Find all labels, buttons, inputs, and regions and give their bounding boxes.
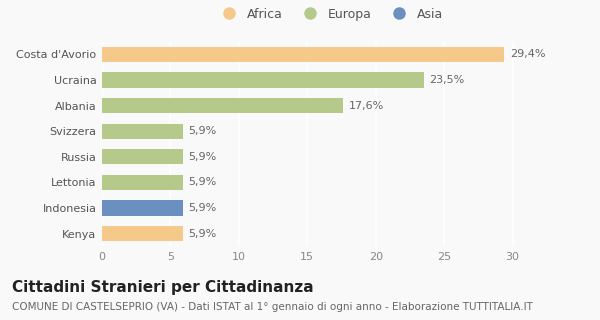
Bar bbox=[102, 226, 183, 241]
Text: 5,9%: 5,9% bbox=[188, 126, 217, 136]
Text: 23,5%: 23,5% bbox=[429, 75, 464, 85]
Bar bbox=[102, 149, 183, 164]
Legend: Africa, Europa, Asia: Africa, Europa, Asia bbox=[212, 3, 448, 26]
Text: 5,9%: 5,9% bbox=[188, 228, 217, 239]
Text: Cittadini Stranieri per Cittadinanza: Cittadini Stranieri per Cittadinanza bbox=[12, 280, 314, 295]
Text: 5,9%: 5,9% bbox=[188, 152, 217, 162]
Bar bbox=[102, 98, 343, 113]
Text: 5,9%: 5,9% bbox=[188, 203, 217, 213]
Text: 17,6%: 17,6% bbox=[349, 100, 383, 111]
Bar bbox=[102, 124, 183, 139]
Text: 5,9%: 5,9% bbox=[188, 177, 217, 188]
Text: 29,4%: 29,4% bbox=[510, 49, 545, 60]
Text: COMUNE DI CASTELSEPRIO (VA) - Dati ISTAT al 1° gennaio di ogni anno - Elaborazio: COMUNE DI CASTELSEPRIO (VA) - Dati ISTAT… bbox=[12, 302, 533, 312]
Bar bbox=[102, 47, 505, 62]
Bar bbox=[102, 175, 183, 190]
Bar bbox=[102, 200, 183, 216]
Bar bbox=[102, 72, 424, 88]
